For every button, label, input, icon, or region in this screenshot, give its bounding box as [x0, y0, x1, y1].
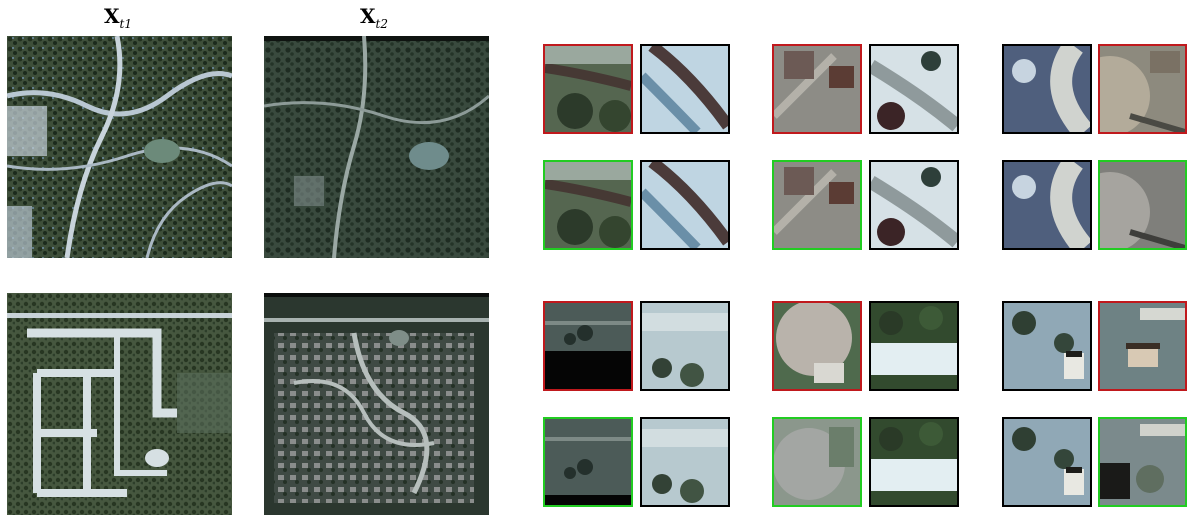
label-main: X	[104, 4, 120, 28]
patch-red	[543, 301, 633, 391]
patch-red	[543, 44, 633, 134]
patch-black	[640, 417, 730, 507]
column-label-xt1: Xt1	[104, 4, 132, 31]
label-main: X	[360, 4, 376, 28]
patch-black	[640, 44, 730, 134]
patch-red	[772, 301, 862, 391]
patch-black	[640, 301, 730, 391]
satellite-image-t2-top	[264, 36, 489, 258]
column-label-xt2: Xt2	[360, 4, 388, 31]
patch-black	[1002, 417, 1092, 507]
satellite-image-t2-bottom	[264, 293, 489, 515]
patch-green	[543, 417, 633, 507]
patch-red	[772, 44, 862, 134]
patch-green	[1098, 160, 1187, 250]
patch-black	[1002, 44, 1092, 134]
patch-green	[772, 160, 862, 250]
label-sub: t2	[375, 17, 388, 31]
patch-black	[1002, 301, 1092, 391]
patch-green	[1098, 417, 1187, 507]
patch-black	[640, 160, 730, 250]
patch-green	[543, 160, 633, 250]
patch-black	[869, 301, 959, 391]
patch-green	[772, 417, 862, 507]
label-sub: t1	[119, 17, 132, 31]
satellite-image-t1-top	[7, 36, 232, 258]
patch-black	[869, 417, 959, 507]
satellite-image-t1-bottom	[7, 293, 232, 515]
patch-black	[869, 160, 959, 250]
patch-black	[1002, 160, 1092, 250]
patch-black	[869, 44, 959, 134]
patch-red	[1098, 301, 1187, 391]
patch-red	[1098, 44, 1187, 134]
